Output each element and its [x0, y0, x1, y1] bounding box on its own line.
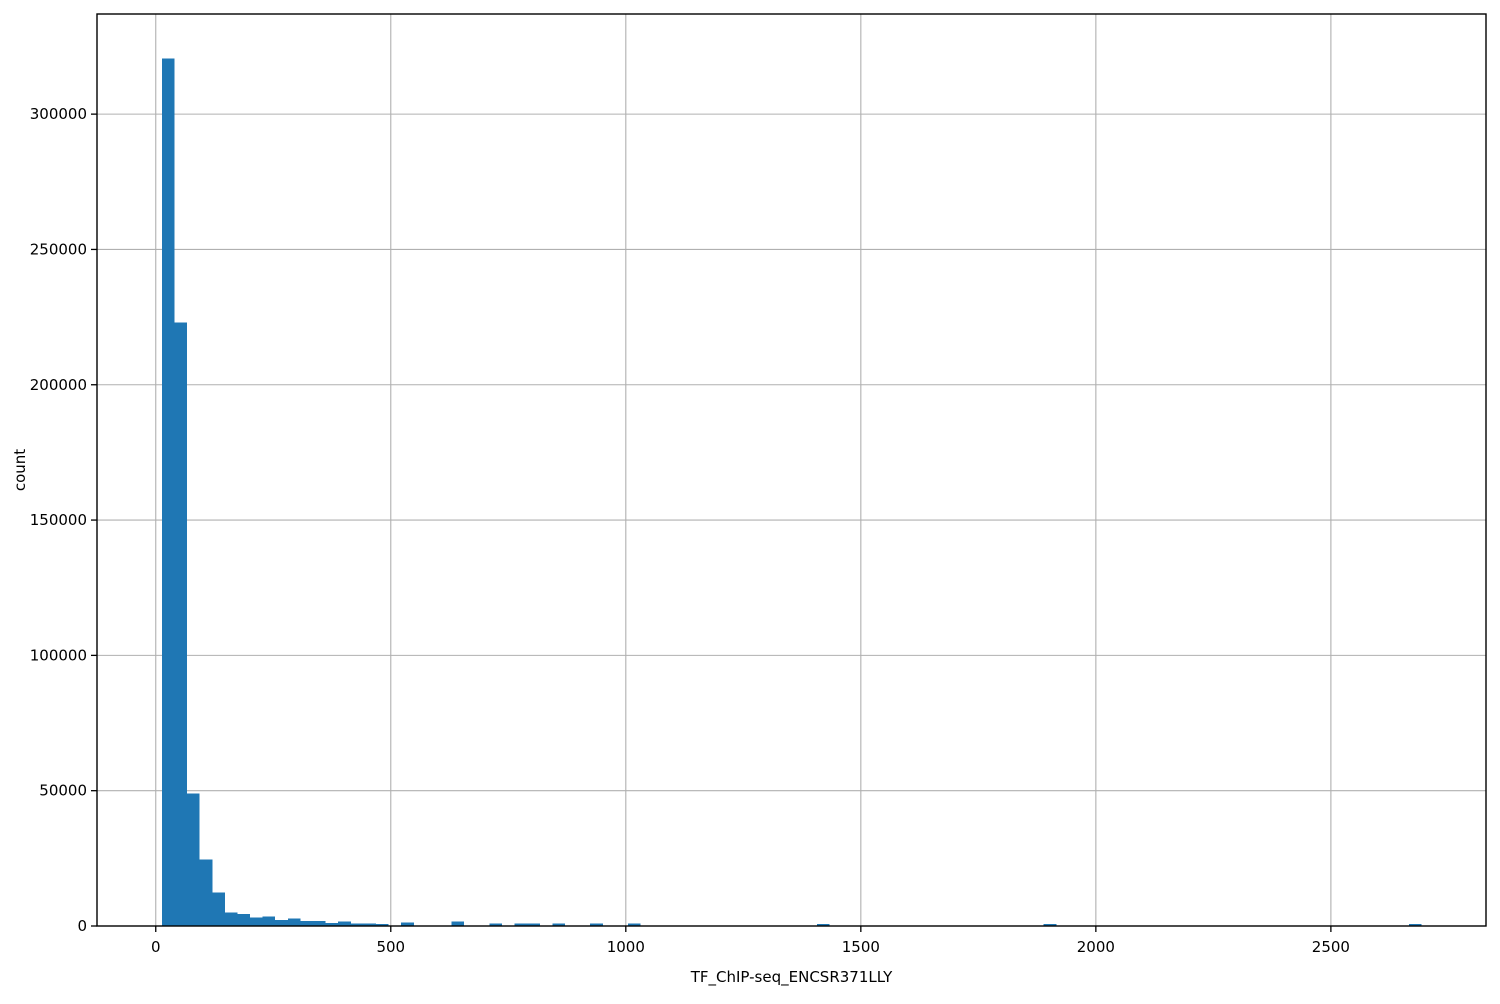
histogram-bar [224, 912, 238, 926]
histogram-bar [816, 924, 830, 926]
histogram-bar [1043, 924, 1057, 926]
y-tick-label: 0 [77, 917, 87, 935]
histogram-bar [161, 58, 175, 926]
histogram-bar [287, 918, 301, 926]
histogram-bar [174, 322, 188, 926]
histogram-bar [363, 923, 377, 926]
bar-layer [161, 58, 1422, 926]
histogram-bar [1409, 923, 1422, 926]
histogram-bar [262, 916, 276, 926]
grid-layer [97, 14, 1486, 927]
histogram-bar [627, 923, 641, 926]
histogram-bar [199, 859, 213, 926]
x-tick-label: 2000 [1077, 938, 1115, 956]
x-tick-label: 1500 [842, 938, 880, 956]
histogram-bar [187, 793, 200, 926]
histogram-bar [514, 923, 528, 926]
x-tick-label: 2500 [1312, 938, 1350, 956]
x-axis-label: TF_ChIP-seq_ENCSR371LLY [690, 968, 893, 987]
histogram-bar [275, 919, 288, 926]
y-tick-label: 150000 [30, 511, 87, 529]
y-tick-label: 200000 [30, 376, 87, 394]
histogram-bar [212, 892, 225, 926]
histogram-bar [237, 913, 251, 926]
histogram-bar [350, 923, 364, 926]
histogram-bar [489, 923, 502, 926]
y-tick-label: 50000 [39, 782, 87, 800]
histogram-bar [338, 921, 351, 926]
histogram-bar [401, 922, 414, 926]
y-tick-label: 100000 [30, 646, 87, 664]
histogram-bar [250, 917, 263, 926]
y-axis-label: count [11, 449, 29, 491]
axis-layer: 0 500 1000 1500 2000 2500 0 50000 100000 150000 20… [30, 13, 1487, 956]
plot-border [96, 13, 1487, 927]
histogram-bar [313, 920, 326, 926]
histogram-bar [325, 923, 339, 926]
histogram-bar [590, 923, 603, 926]
histogram-bar [451, 921, 465, 926]
histogram-bar [300, 921, 314, 926]
x-tick-label: 500 [376, 938, 405, 956]
x-tick-label: 0 [151, 938, 161, 956]
histogram-bar [552, 923, 565, 926]
y-tick-label: 250000 [30, 240, 87, 258]
histogram-bar [527, 923, 540, 926]
x-tick-label: 1000 [607, 938, 645, 956]
y-tick-label: 300000 [30, 105, 87, 123]
histogram-bar [376, 923, 389, 926]
